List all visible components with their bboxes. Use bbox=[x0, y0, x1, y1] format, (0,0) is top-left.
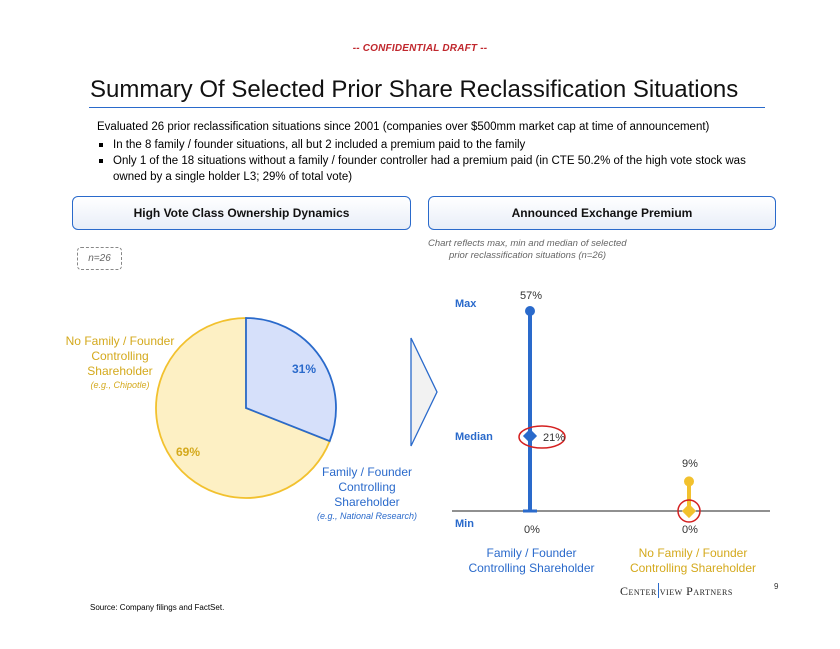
summary-section: Evaluated 26 prior reclassification situ… bbox=[97, 119, 777, 185]
logo-text-left: Center bbox=[620, 584, 657, 598]
chart-note-line1: Chart reflects max, min and median of se… bbox=[428, 238, 627, 249]
data-label-max-family: 57% bbox=[520, 290, 543, 302]
centerview-logo: Center view Partners bbox=[620, 583, 733, 599]
data-label-min-no-family: 0% bbox=[682, 524, 698, 536]
page-number: 9 bbox=[774, 582, 779, 591]
axis-label-median: Median bbox=[455, 431, 493, 443]
legend-no-family: No Family / Founder Controlling Sharehol… bbox=[60, 334, 180, 392]
source-note: Source: Company filings and FactSet. bbox=[90, 603, 225, 612]
legend-no-family-example: (e.g., Chipotle) bbox=[90, 380, 150, 390]
median-marker-no-family bbox=[681, 503, 697, 519]
category-label-no-family: No Family / Founder Controlling Sharehol… bbox=[629, 546, 757, 575]
median-highlight-family bbox=[518, 425, 566, 449]
confidential-banner: -- CONFIDENTIAL DRAFT -- bbox=[352, 43, 488, 54]
summary-bullet: Only 1 of the 18 situations without a fa… bbox=[97, 153, 777, 185]
exchange-premium-header-label: Announced Exchange Premium bbox=[511, 206, 693, 220]
legend-family-label: Family / Founder Controlling Shareholder bbox=[321, 465, 413, 509]
legend-no-family-label: No Family / Founder Controlling Sharehol… bbox=[65, 334, 175, 378]
category-label-family: Family / Founder Controlling Shareholder bbox=[468, 546, 595, 575]
sample-size-badge: n=26 bbox=[77, 247, 122, 270]
summary-bullet: In the 8 family / founder situations, al… bbox=[97, 137, 777, 153]
max-marker-no-family bbox=[684, 476, 694, 487]
logo-text-right: view Partners bbox=[659, 584, 733, 598]
pie-label-no-family: 69% bbox=[176, 445, 201, 459]
legend-family-example: (e.g., National Research) bbox=[316, 511, 418, 521]
data-label-min-family: 0% bbox=[524, 524, 540, 536]
title-rule bbox=[89, 107, 765, 108]
axis-label-max: Max bbox=[455, 298, 477, 310]
data-label-median-family: 21% bbox=[543, 432, 566, 444]
min-marker-family bbox=[523, 509, 537, 513]
pie-slice-family bbox=[245, 317, 337, 443]
axis-label-min: Min bbox=[455, 518, 474, 530]
median-marker-family bbox=[522, 428, 538, 444]
data-label-max-no-family: 9% bbox=[682, 458, 698, 470]
max-marker-family bbox=[525, 306, 535, 316]
ownership-dynamics-header: High Vote Class Ownership Dynamics bbox=[72, 196, 411, 230]
median-highlight-no-family bbox=[677, 499, 701, 523]
summary-intro: Evaluated 26 prior reclassification situ… bbox=[97, 121, 710, 133]
pie-slice-no-family bbox=[155, 317, 331, 499]
page-title: Summary Of Selected Prior Share Reclassi… bbox=[90, 76, 739, 103]
exchange-premium-header: Announced Exchange Premium bbox=[428, 196, 776, 230]
bullet-square-icon bbox=[99, 159, 103, 163]
arrow-right-icon bbox=[410, 337, 438, 447]
chart-note: Chart reflects max, min and median of se… bbox=[428, 238, 648, 262]
chart-note-line2: prior reclassification situations (n=26) bbox=[449, 250, 607, 261]
summary-bullet-text: In the 8 family / founder situations, al… bbox=[113, 139, 526, 151]
pie-label-family: 31% bbox=[292, 362, 317, 376]
legend-family: Family / Founder Controlling Shareholder… bbox=[312, 465, 422, 523]
bullet-square-icon bbox=[99, 143, 103, 147]
logo-separator bbox=[657, 583, 659, 598]
summary-bullet-text: Only 1 of the 18 situations without a fa… bbox=[113, 155, 746, 183]
ownership-dynamics-header-label: High Vote Class Ownership Dynamics bbox=[133, 206, 350, 220]
